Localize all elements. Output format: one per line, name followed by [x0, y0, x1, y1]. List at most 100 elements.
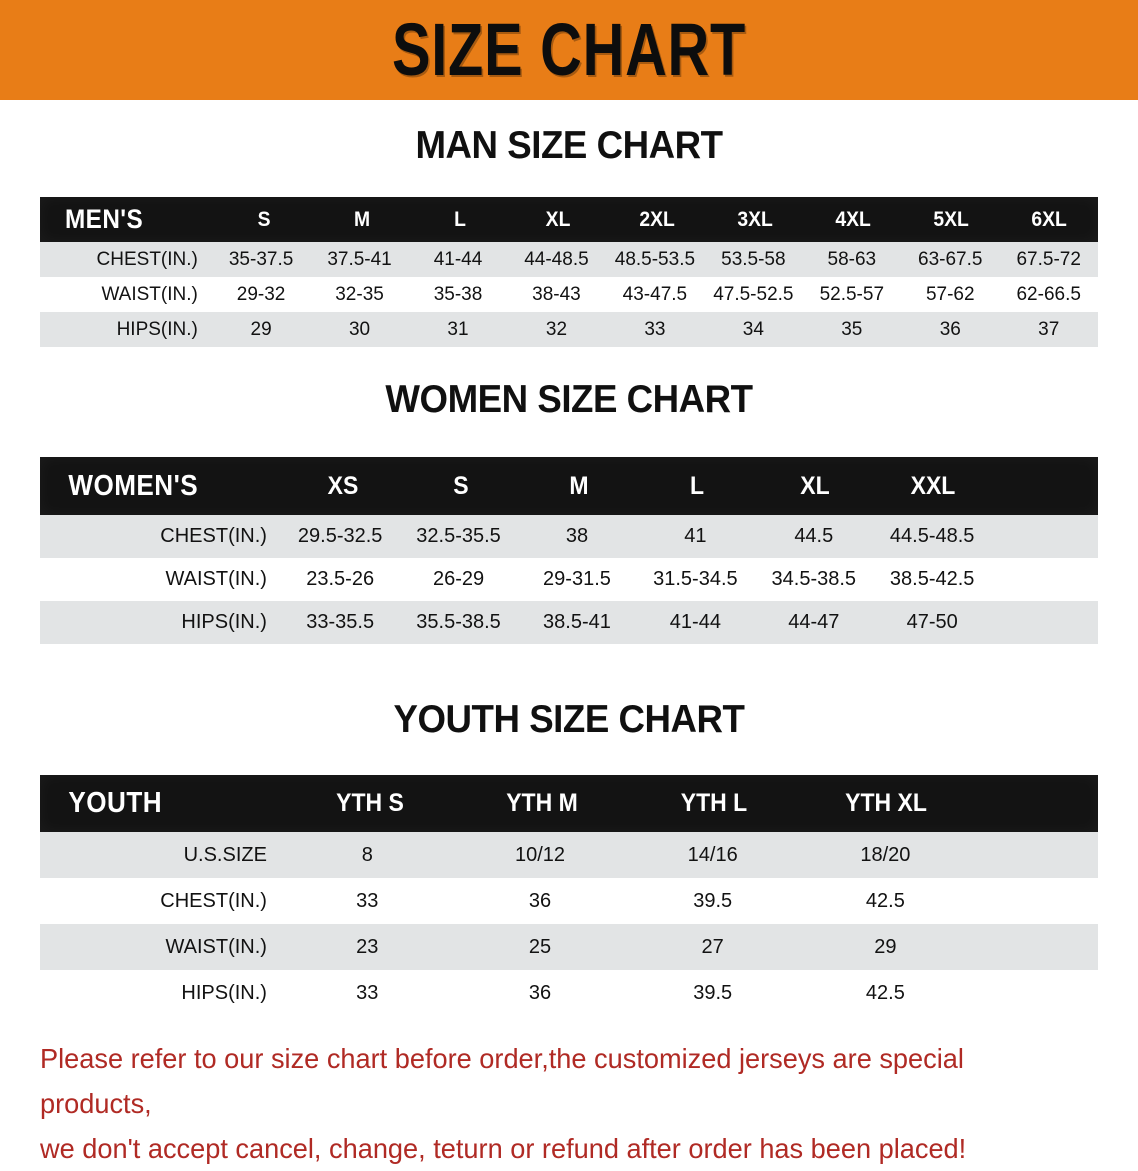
cell-value: 23.5-26 — [306, 568, 375, 590]
cell-value: 36 — [939, 318, 961, 340]
youth-header-label: YOUTH — [68, 787, 163, 819]
youth-section-title: YOUTH SIZE CHART — [393, 698, 745, 741]
cell-value: 32-35 — [335, 283, 384, 305]
cell-value: 58-63 — [827, 248, 877, 270]
cell-value: 36 — [528, 981, 552, 1004]
women-header-m: M — [569, 471, 589, 500]
table-row: CHEST(IN.) 29.5-32.5 32.5-35.5 38 41 44.… — [40, 515, 1098, 558]
row-label: CHEST(IN.) — [160, 889, 267, 912]
youth-header-m: YTH M — [506, 789, 578, 817]
cell-value: 44-48.5 — [524, 248, 589, 270]
cell-value: 44-47 — [788, 611, 840, 633]
cell-value: 29-31.5 — [543, 568, 611, 590]
man-header-5xl: 5XL — [933, 207, 969, 231]
cell-value: 44.5-48.5 — [889, 525, 975, 547]
man-header-3xl: 3XL — [736, 207, 773, 231]
cell-value: 31 — [447, 318, 469, 340]
cell-value: 41 — [684, 525, 707, 547]
row-label: WAIST(IN.) — [165, 568, 267, 590]
cell-value: 47-50 — [906, 611, 958, 633]
cell-value: 38.5-42.5 — [889, 568, 975, 590]
disclaimer-text: Please refer to our size chart before or… — [40, 1036, 1068, 1171]
row-label: WAIST(IN.) — [101, 283, 198, 305]
table-row: HIPS(IN.) 33-35.5 35.5-38.5 38.5-41 41-4… — [40, 601, 1098, 644]
cell-value: 67.5-72 — [1016, 248, 1081, 270]
cell-value: 29-32 — [236, 283, 286, 305]
cell-value: 33-35.5 — [306, 611, 375, 633]
cell-value: 39.5 — [693, 981, 733, 1004]
women-section-title: WOMEN SIZE CHART — [385, 378, 753, 421]
cell-value: 57-62 — [925, 283, 975, 305]
youth-header-l: YTH L — [680, 789, 748, 817]
table-row: CHEST(IN.) 33 36 39.5 42.5 — [40, 878, 1098, 924]
man-header-6xl: 6XL — [1031, 207, 1067, 231]
row-label: U.S.SIZE — [183, 843, 267, 866]
women-header-label: WOMEN'S — [68, 469, 199, 502]
cell-value: 42.5 — [865, 889, 905, 912]
cell-value: 8 — [361, 843, 373, 866]
row-label: WAIST(IN.) — [165, 935, 267, 958]
man-header-m: M — [354, 207, 371, 231]
man-header-label: MEN'S — [64, 204, 144, 234]
cell-value: 62-66.5 — [1016, 283, 1081, 305]
man-header-xl: XL — [546, 207, 571, 231]
cell-value: 52.5-57 — [819, 283, 885, 305]
cell-value: 37 — [1038, 318, 1060, 340]
cell-value: 31.5-34.5 — [653, 568, 738, 590]
cell-value: 33 — [644, 318, 666, 340]
cell-value: 39.5 — [693, 889, 733, 912]
youth-table-header-row: YOUTH YTH S YTH M YTH L YTH XL — [40, 775, 1098, 832]
cell-value: 35.5-38.5 — [416, 611, 501, 633]
cell-value: 29.5-32.5 — [297, 525, 383, 547]
disclaimer-line-2: we don't accept cancel, change, teturn o… — [40, 1133, 967, 1164]
cell-value: 10/12 — [514, 843, 566, 866]
row-label: HIPS(IN.) — [116, 318, 198, 340]
women-header-l: L — [689, 471, 704, 500]
cell-value: 29 — [250, 318, 272, 340]
cell-value: 34 — [742, 318, 764, 340]
cell-value: 30 — [348, 318, 371, 340]
cell-value: 47.5-52.5 — [713, 283, 794, 305]
table-row: WAIST(IN.) 29-32 32-35 35-38 38-43 43-47… — [40, 277, 1098, 312]
women-header-xs: XS — [327, 471, 359, 500]
cell-value: 42.5 — [865, 981, 905, 1004]
man-size-table: MEN'S S M L XL 2XL 3XL 4XL 5XL 6XL CHEST… — [40, 197, 1098, 347]
cell-value: 38.5-41 — [543, 611, 611, 633]
cell-value: 34.5-38.5 — [771, 568, 857, 590]
row-label: CHEST(IN.) — [160, 525, 267, 547]
cell-value: 27 — [701, 935, 724, 958]
women-header-xxl: XXL — [910, 471, 956, 500]
disclaimer-line-1: Please refer to our size chart before or… — [40, 1043, 964, 1119]
cell-value: 23 — [356, 935, 379, 958]
table-row: HIPS(IN.) 29 30 31 32 33 34 35 36 37 — [40, 312, 1098, 347]
row-label: CHEST(IN.) — [96, 248, 198, 270]
man-table-header-row: MEN'S S M L XL 2XL 3XL 4XL 5XL 6XL — [40, 197, 1098, 242]
women-table-header-row: WOMEN'S XS S M L XL XXL — [40, 457, 1098, 515]
cell-value: 32 — [545, 318, 568, 340]
row-label: HIPS(IN.) — [181, 611, 267, 633]
cell-value: 43-47.5 — [622, 283, 688, 305]
table-row: HIPS(IN.) 33 36 39.5 42.5 — [40, 970, 1098, 1016]
cell-value: 18/20 — [860, 843, 911, 866]
man-header-4xl: 4XL — [835, 207, 871, 231]
cell-value: 41-44 — [433, 248, 483, 270]
cell-value: 63-67.5 — [918, 248, 983, 270]
cell-value: 48.5-53.5 — [614, 248, 696, 270]
man-header-2xl: 2XL — [638, 207, 675, 231]
cell-value: 33 — [356, 981, 379, 1004]
cell-value: 35 — [841, 318, 863, 340]
cell-value: 38-43 — [532, 283, 581, 305]
cell-value: 35-37.5 — [228, 248, 294, 270]
man-section-title: MAN SIZE CHART — [415, 124, 723, 167]
youth-size-table: YOUTH YTH S YTH M YTH L YTH XL U.S.SIZE … — [40, 775, 1098, 1016]
table-row: WAIST(IN.) 23.5-26 26-29 29-31.5 31.5-34… — [40, 558, 1098, 601]
cell-value: 29 — [874, 935, 897, 958]
youth-header-s: YTH S — [336, 789, 404, 817]
cell-value: 41-44 — [669, 611, 721, 633]
row-label: HIPS(IN.) — [181, 981, 267, 1004]
youth-header-xl: YTH XL — [845, 789, 928, 817]
cell-value: 14/16 — [687, 843, 738, 866]
banner-title: SIZE CHART — [391, 8, 747, 91]
cell-value: 37.5-41 — [327, 248, 392, 270]
